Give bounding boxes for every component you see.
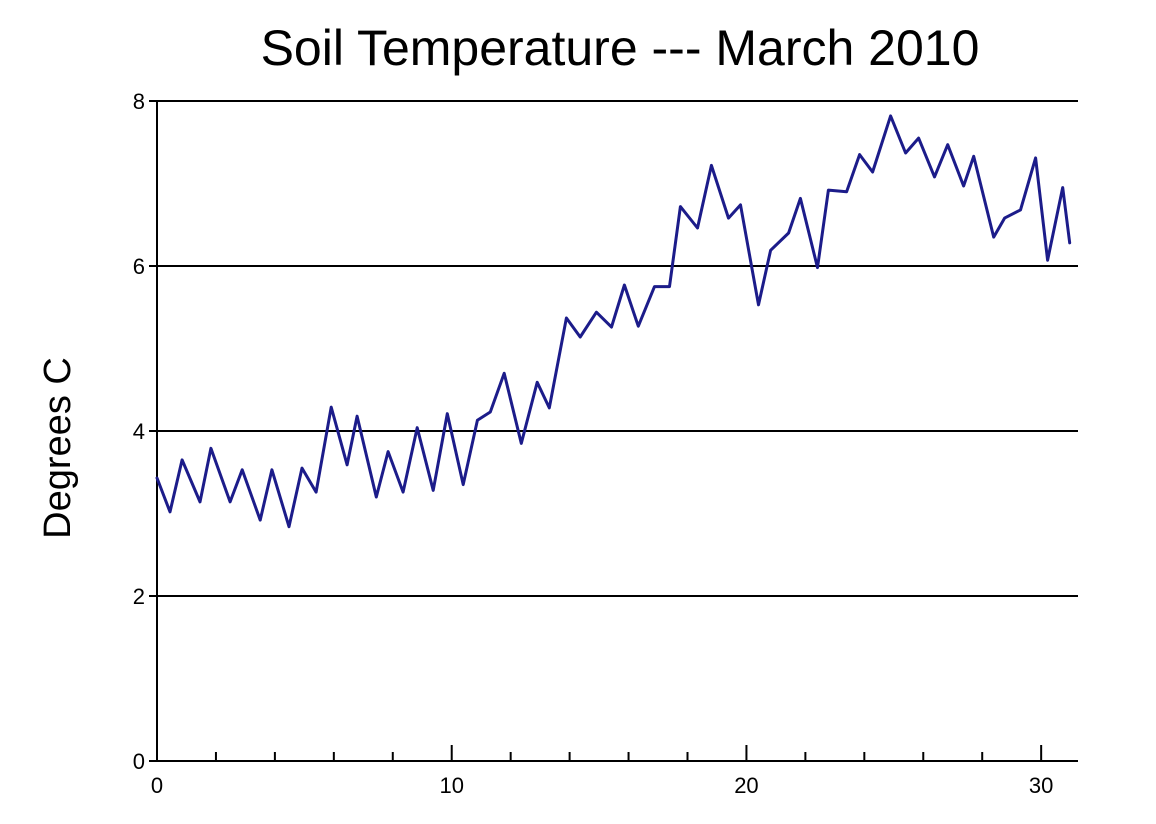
- x-tick-label: 20: [734, 773, 758, 798]
- y-tick-label: 0: [133, 749, 145, 774]
- y-tick-label: 4: [133, 419, 145, 444]
- y-tick-label: 6: [133, 254, 145, 279]
- y-tick-label: 8: [133, 89, 145, 114]
- y-tick-label: 2: [133, 584, 145, 609]
- y-axis-label: Degrees C: [37, 357, 79, 539]
- x-tick-label: 10: [439, 773, 463, 798]
- x-tick-label: 0: [151, 773, 163, 798]
- x-tick-label: 30: [1029, 773, 1053, 798]
- chart-title: Soil Temperature --- March 2010: [261, 20, 980, 76]
- data-line: [155, 114, 1072, 529]
